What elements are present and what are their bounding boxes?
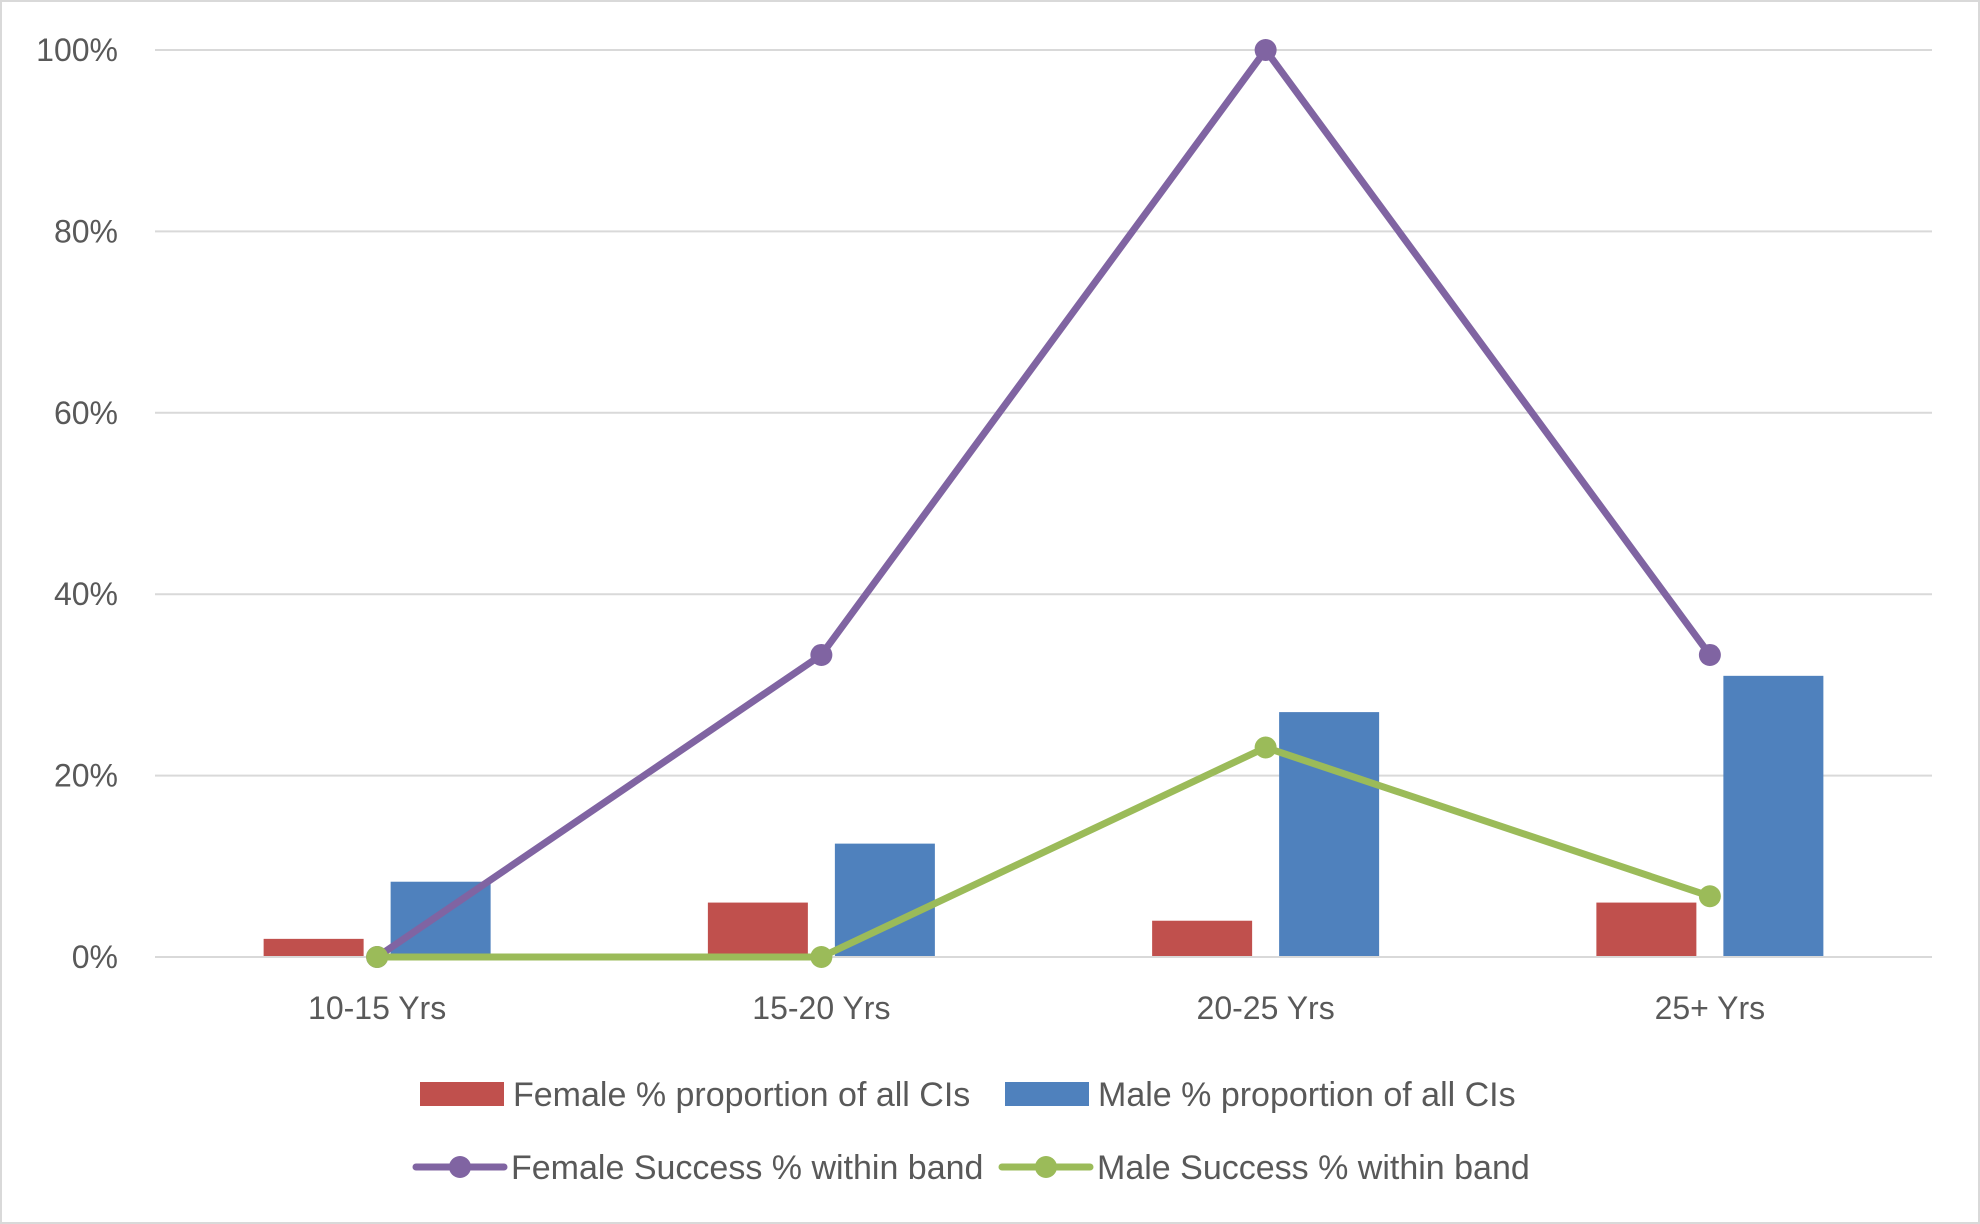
bar-female-proportion-of-all-cis-15-20-yrs [707,902,808,957]
y-tick-label: 20% [54,758,118,794]
legend-swatch [420,1082,504,1106]
x-tick-label: 20-25 Yrs [1197,990,1335,1026]
point-male-success-within-band-15-20-yrs [810,946,833,968]
legend-item-male-success-within-band: Male Success % within band [998,1149,1530,1187]
point-male-success-within-band-10-15-yrs [366,946,389,968]
bar-male-proportion-of-all-cis-20-25-yrs [1279,712,1380,957]
x-tick-label: 25+ Yrs [1655,990,1766,1026]
lines [366,39,1721,968]
x-axis-tick-labels: 10-15 Yrs 15-20 Yrs 20-25 Yrs 25+ Yrs [308,990,1765,1026]
bar-female-proportion-of-all-cis-25-yrs [1596,902,1697,957]
point-male-success-within-band-25-yrs [1698,885,1721,908]
legend-item-female-proportion-of-all-cis: Female % proportion of all CIs [420,1076,970,1114]
legend-swatch [1005,1082,1089,1106]
y-tick-label: 0% [72,939,118,975]
legend-swatch-marker [449,1156,471,1178]
x-tick-label: 10-15 Yrs [308,990,446,1026]
bar-male-proportion-of-all-cis-25-yrs [1723,675,1824,957]
x-tick-label: 15-20 Yrs [752,990,890,1026]
legend-label: Female % proportion of all CIs [513,1076,970,1114]
legend-label: Male Success % within band [1097,1149,1530,1187]
y-tick-label: 100% [36,32,118,68]
point-female-success-within-band-25-yrs [1698,643,1721,666]
y-tick-label: 60% [54,395,118,431]
bar-female-proportion-of-all-cis-20-25-yrs [1152,920,1253,957]
y-tick-label: 40% [54,576,118,612]
point-female-success-within-band-20-25-yrs [1254,39,1277,61]
bars [263,675,1824,957]
legend-label: Female Success % within band [511,1149,983,1187]
legend-item-male-proportion-of-all-cis: Male % proportion of all CIs [1005,1076,1516,1114]
bar-male-proportion-of-all-cis-15-20-yrs [834,843,935,957]
legend-swatch-marker [1035,1156,1057,1178]
point-female-success-within-band-15-20-yrs [810,643,833,666]
y-tick-label: 80% [54,213,118,249]
point-male-success-within-band-20-25-yrs [1254,736,1277,759]
line-male-success-within-band [373,743,1714,961]
line-female-success-within-band [373,46,1714,961]
legend-item-female-success-within-band: Female Success % within band [412,1149,983,1187]
y-axis-tick-labels: 0% 20% 40% 60% 80% 100% [36,32,118,975]
legend-label: Male % proportion of all CIs [1098,1076,1516,1114]
gridlines [155,49,1932,777]
legend: Female % proportion of all CIs Male % pro… [412,1076,1530,1187]
bar-female-proportion-of-all-cis-10-15-yrs [263,938,364,957]
